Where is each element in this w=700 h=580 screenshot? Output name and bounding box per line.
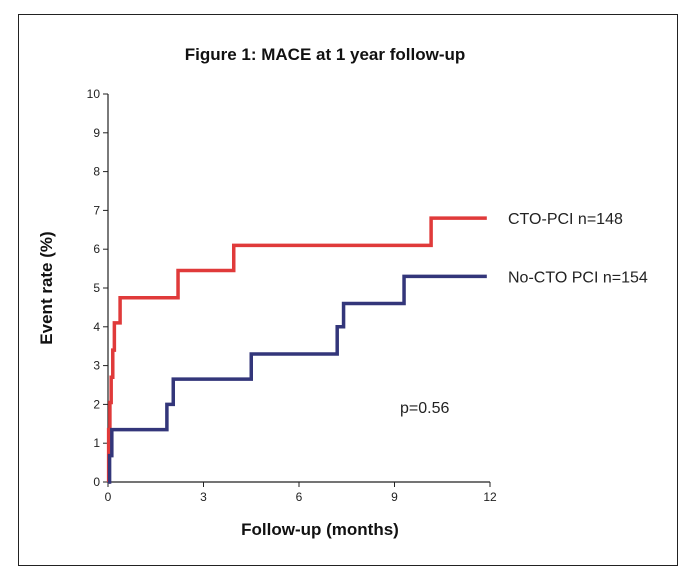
- y-tick-label: 10: [87, 87, 101, 101]
- legend-label-cto-pci: CTO-PCI n=148: [508, 211, 623, 228]
- x-tick-label: 9: [391, 490, 398, 504]
- chart-title: Figure 1: MACE at 1 year follow-up: [185, 45, 466, 64]
- y-tick-label: 3: [93, 359, 100, 373]
- y-tick-label: 0: [93, 475, 100, 489]
- x-tick-label: 12: [483, 490, 497, 504]
- y-tick-label: 1: [93, 436, 100, 450]
- y-axis-label: Event rate (%): [37, 231, 56, 344]
- series-line-cto-pci: [106, 216, 487, 484]
- y-tick-label: 5: [93, 281, 100, 295]
- series-layer: [106, 216, 487, 484]
- legend-label-no-cto-pci: No-CTO PCI n=154: [508, 269, 648, 286]
- x-tick-label: 0: [105, 490, 112, 504]
- y-tick-label: 6: [93, 242, 100, 256]
- x-tick-label: 3: [200, 490, 207, 504]
- figure-frame: [18, 14, 678, 566]
- legend-layer: CTO-PCI n=148 No-CTO PCI n=154: [508, 211, 648, 286]
- y-tick-label: 2: [93, 397, 100, 411]
- y-tick-label: 9: [93, 126, 100, 140]
- y-tick-label: 8: [93, 165, 100, 179]
- x-tick-label: 6: [296, 490, 303, 504]
- y-tick-label: 7: [93, 203, 100, 217]
- p-value-annotation: p=0.56: [400, 400, 449, 417]
- series-line-no-cto-pci: [107, 274, 487, 484]
- y-tick-label: 4: [93, 320, 100, 334]
- x-axis-label: Follow-up (months): [241, 520, 399, 539]
